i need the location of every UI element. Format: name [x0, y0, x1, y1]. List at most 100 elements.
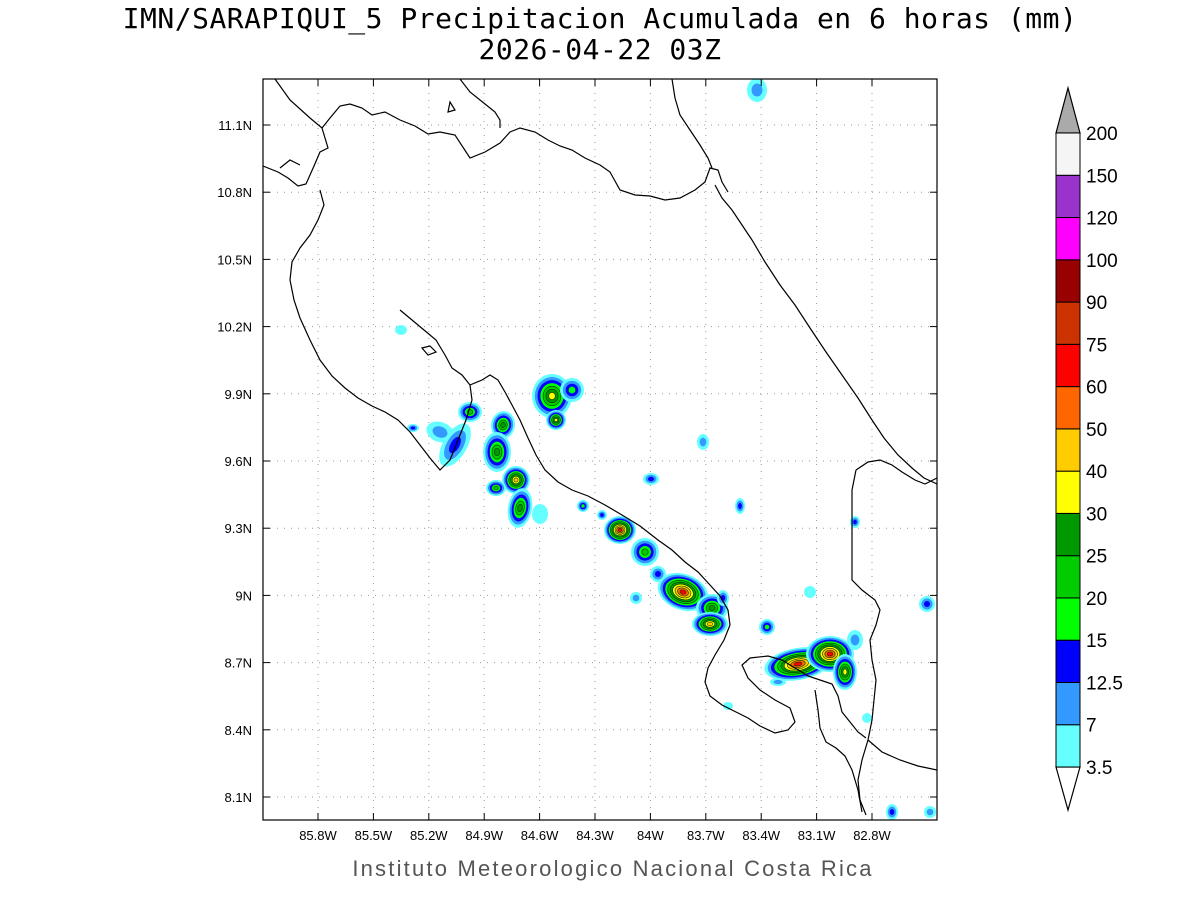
lon-tick-label: 82.8W — [853, 828, 891, 843]
colorbar-level-label: 20 — [1086, 589, 1107, 610]
precip-contour — [826, 651, 834, 657]
precip-contour — [804, 586, 816, 598]
precip-contour — [500, 422, 506, 428]
colorbar-swatch — [1055, 217, 1081, 261]
precip-cell — [862, 713, 872, 723]
nicaragua-pacific-coast — [263, 127, 329, 187]
precip-cell — [759, 619, 775, 635]
lake-island — [447, 100, 456, 113]
precip-cell — [631, 538, 659, 566]
precip-cell — [692, 612, 728, 636]
colorbar-level-label: 150 — [1086, 166, 1118, 187]
chart-title: IMN/SARAPIQUI_5 Precipitacion Acumulada … — [122, 2, 1078, 35]
colorbar-level-label: 120 — [1086, 209, 1118, 230]
lat-tick-label: 9.6N — [225, 454, 252, 469]
precip-cell — [490, 411, 516, 439]
map-gridlines — [263, 79, 937, 820]
precip-cell — [458, 402, 482, 422]
precip-cell — [577, 500, 589, 512]
precip-contour — [793, 661, 803, 667]
precip-contour — [532, 504, 548, 524]
precip-cell — [717, 590, 729, 606]
precip-cell — [919, 596, 935, 612]
colorbar-level-label: 100 — [1086, 251, 1118, 272]
colorbar-swatch — [1055, 681, 1081, 726]
precip-cell — [697, 434, 709, 450]
precip-contour — [889, 809, 895, 815]
precip-contour — [723, 702, 733, 710]
colorbar-level-label: 7 — [1086, 716, 1097, 737]
lat-tick-label: 8.1N — [225, 790, 252, 805]
precip-contour — [853, 519, 857, 525]
colorbar-swatch — [1055, 639, 1081, 683]
lat-tick-label: 10.8N — [217, 185, 252, 200]
precip-contour — [617, 528, 623, 532]
burica-coast — [867, 739, 937, 771]
precip-cell — [747, 79, 767, 102]
panama-border-south — [851, 469, 881, 816]
precip-cell — [770, 678, 786, 686]
precip-contour — [410, 426, 416, 430]
precip-cell — [507, 488, 533, 528]
lat-tick-label: 9.9N — [225, 387, 252, 402]
lon-tick-label: 83.4W — [742, 828, 780, 843]
precip-contour — [679, 589, 687, 595]
precip-cell — [604, 516, 636, 544]
chira-island — [420, 345, 438, 356]
lat-tick-label: 11.1N — [218, 118, 252, 133]
colorbar-swatch — [1055, 428, 1081, 472]
precip-cell — [407, 424, 419, 432]
precip-cell — [804, 586, 816, 598]
precip-contour — [764, 624, 770, 630]
precip-contour — [751, 83, 763, 97]
colorbar-swatch — [1055, 724, 1081, 768]
colorbar-level-label: 60 — [1086, 378, 1107, 399]
lat-tick-label: 10.5N — [217, 252, 252, 267]
precip-cell — [735, 498, 745, 514]
precip-cell — [886, 804, 898, 820]
precip-cell — [395, 325, 407, 335]
chart-subtitle: 2026-04-22 03Z — [478, 33, 722, 66]
precip-cell — [630, 592, 642, 604]
colorbar-swatch — [1055, 301, 1081, 345]
precip-contour — [648, 476, 654, 482]
colorbar-swatch — [1055, 386, 1081, 430]
colorbar-level-label: 90 — [1086, 293, 1107, 314]
precip-contour — [862, 713, 872, 723]
precip-contour — [655, 571, 661, 577]
precip-contour — [513, 477, 519, 483]
nicaragua-inlet — [279, 159, 301, 169]
precip-cell — [532, 504, 548, 524]
precip-contour — [493, 447, 501, 457]
coastline — [263, 79, 937, 816]
colorbar-level-label: 3.5 — [1086, 758, 1112, 779]
nicoya-gulf-coast — [469, 374, 867, 739]
lon-tick-label: 83.7W — [687, 828, 725, 843]
colorbar-max-arrow — [1055, 85, 1081, 134]
precip-contour — [432, 426, 448, 438]
precip-cell — [924, 806, 936, 818]
precip-cell — [546, 410, 566, 430]
precip-contour — [395, 325, 407, 335]
precip-contour — [568, 386, 576, 394]
precip-cell — [486, 480, 506, 496]
guanacaste-coast — [289, 189, 473, 471]
precipitation-fields — [395, 79, 936, 820]
precip-cell — [847, 630, 863, 650]
colorbar-level-label: 200 — [1086, 124, 1118, 145]
colorbar-level-label: 30 — [1086, 504, 1107, 525]
lon-tick-label: 84.6W — [521, 828, 559, 843]
precip-contour — [707, 621, 713, 627]
colorbar-legend: 3.5 7 12.5 15 20 25 30 40 50 60 75 90 100 120 150 200 — [1055, 85, 1123, 813]
precip-contour — [641, 548, 649, 556]
lake-nicaragua-shore — [459, 79, 501, 128]
precip-contour — [850, 634, 860, 646]
colorbar-swatch — [1055, 174, 1081, 219]
precip-contour — [924, 601, 930, 607]
osa-peninsula — [814, 689, 863, 813]
lon-tick-label: 85.2W — [410, 828, 448, 843]
longitude-axis: 85.8W 85.5W 85.2W 84.9W 84.6W 84.3W 84W 83.7W 83… — [299, 79, 892, 843]
precip-contour — [548, 392, 556, 400]
lat-tick-label: 8.4N — [225, 723, 252, 738]
